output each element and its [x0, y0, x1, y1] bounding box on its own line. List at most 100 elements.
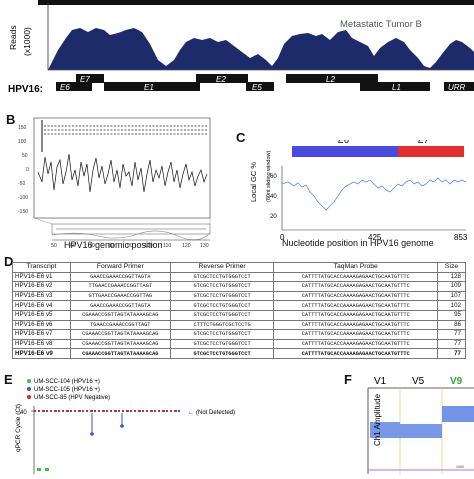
- c-xtick: 425: [368, 233, 382, 242]
- b-ytick: -150: [18, 209, 28, 215]
- gene-label-e5: E5: [252, 83, 262, 92]
- cell-transcript: HPV16-E6 v9: [12, 348, 71, 359]
- cell-reverse: GTCGCTCCTGTGGGTCCT: [169, 281, 275, 292]
- b-zoom-box: [51, 223, 211, 235]
- header-size: Size: [437, 262, 466, 273]
- e7-label: E7: [418, 140, 430, 145]
- panel-c-letter: C: [236, 130, 246, 145]
- top-border-bar: [38, 0, 474, 5]
- b-zoom-line: [33, 217, 53, 225]
- c-xtick: 0: [280, 233, 285, 242]
- f-corner-text: 1000: [456, 465, 464, 469]
- table-row: HPV16-E6 v6 TGAACCGAAACCGGTTAGT CTTTCTGGGT…: [12, 319, 466, 331]
- legend-dot-85: [27, 395, 31, 399]
- cell-transcript: HPV16-E6 v3: [12, 290, 71, 302]
- cell-forward: CGAAACCGGTTAGTATAAAAGCAG: [69, 348, 171, 359]
- cell-probe: CATTTTATGCACCAAAAGAGAACTGCAATGTTTC: [273, 319, 439, 331]
- b-xtick: 50: [51, 243, 57, 249]
- e-point: [90, 432, 94, 436]
- cell-forward: CGAAACCGGTTAGTATAAAAGCAG: [69, 329, 171, 340]
- cell-reverse: GTCGCTCCTGTGGGTCCT: [169, 271, 275, 283]
- cell-transcript: HPV16-E6 v6: [12, 319, 71, 331]
- e-green-point: [37, 468, 41, 471]
- table-row: HPV16-E6 v7 CGAAACCGGTTAGTATAAAAGCAG GTCGC…: [12, 329, 466, 340]
- header-reverse: Reverse Primer: [169, 262, 275, 273]
- coverage-area: [48, 28, 474, 70]
- panel-e: UM-SCC-104 (HPV16 +) UM-SCC-105 (HPV16 +…: [0, 372, 240, 474]
- cell-forward: GTTGAACCGAAACCGGTTAG: [69, 290, 171, 302]
- c-y-label: Local GC %: [249, 162, 258, 202]
- e-not-detected-label: (Not Detected): [196, 410, 235, 416]
- header-forward: Forward Primer: [69, 262, 171, 273]
- cell-forward: TTGAACCGAAACCGGTTAGT: [69, 281, 171, 292]
- b-x-label: HPV16 genomic position: [64, 240, 163, 250]
- cell-transcript: HPV16-E6 v1: [12, 271, 71, 283]
- cell-transcript: HPV16-E6 v8: [12, 338, 71, 350]
- b-ytick: -50: [18, 181, 25, 187]
- cell-probe: CATTTTATGCACCAAAAGAGAACTGCAATGTTTC: [273, 329, 439, 340]
- e-y-label: qPCR Cycle (Ct): [15, 404, 22, 452]
- cell-size: 102: [437, 300, 466, 311]
- table-row: HPV16-E6 v2 TTGAACCGAAACCGGTTAGT GTCGCTCCT…: [12, 281, 466, 292]
- e-green-point: [45, 468, 49, 471]
- gene-label-e6: E6: [60, 83, 70, 92]
- panel-d-letter: D: [4, 254, 14, 269]
- cell-reverse: GTCGCTCCTGTGGGTCCT: [169, 338, 275, 350]
- ddpcr-plot: V1 V5 V9 1000 Ch1 Amplitude: [367, 376, 474, 474]
- gc-plot: E6 E7 60 40 20 0 425 853 Local GC % (80n…: [249, 135, 468, 242]
- b-xtick: 80: [108, 243, 114, 249]
- cell-size: 109: [437, 281, 466, 292]
- c-ytick: 40: [270, 194, 277, 200]
- f-label-v5: V5: [412, 376, 425, 387]
- cell-forward: GAACCGAAACCGGTTAGTA: [69, 271, 171, 283]
- legend-label-85: UM-SCC-85 (HPV Negative): [34, 395, 110, 401]
- cell-size: 86: [437, 319, 466, 331]
- c-y-sublabel: (80nt sliding window): [266, 150, 272, 202]
- e6-label: E6: [338, 140, 349, 145]
- cell-size: 107: [437, 290, 466, 302]
- panel-b: 150 100 50 0 -50 -100 -150 50 60 70 80 9…: [18, 112, 218, 252]
- b-y-ticks: 150 100 50 0 -50 -100 -150: [18, 125, 29, 215]
- cell-size: 77: [437, 338, 466, 350]
- cell-transcript: HPV16-E6 v7: [12, 329, 71, 340]
- panel-c: E6 E7 60 40 20 0 425 853 Local GC % (80n…: [240, 135, 474, 252]
- gene-e1: [104, 82, 200, 91]
- cell-probe: CATTTTATGCACCAAAAGAGAACTGCAATGTTTC: [273, 309, 439, 321]
- table-row: HPV16-E6 v3 GTTGAACCGAAACCGGTTAG GTCGCTCCT…: [12, 290, 466, 302]
- cell-reverse: GTCGCTCCTGTGGGTCCT: [169, 300, 275, 311]
- cell-probe: CATTTTATGCACCAAAAGAGAACTGCAATGTTTC: [273, 338, 439, 350]
- header-probe: TaqMan Probe: [273, 262, 439, 273]
- gene-label-urr: URR: [448, 83, 466, 92]
- cell-transcript: HPV16-E6 v4: [12, 300, 71, 311]
- gene-label-l1: L1: [392, 83, 401, 92]
- b-ytick: 50: [22, 153, 28, 159]
- f-cluster-v1: [370, 422, 400, 438]
- legend-label-104: UM-SCC-104 (HPV16 +): [34, 379, 100, 385]
- b-xtick: 120: [182, 243, 191, 249]
- b-frame: [33, 117, 211, 219]
- cell-size: 128: [437, 271, 466, 283]
- cell-size: 77: [437, 329, 466, 340]
- f-label-v9: V9: [450, 376, 463, 387]
- b-xtick: 70: [89, 243, 95, 249]
- b-lower-trace: [51, 230, 211, 241]
- cell-forward: GAACCGAAACCGGTTAGTA: [69, 300, 171, 311]
- gc-line: [281, 177, 467, 211]
- c-ytick: 20: [270, 214, 277, 220]
- legend-dot-104: [27, 379, 31, 383]
- panel-b-letter: B: [6, 112, 16, 127]
- cell-forward: CGAAACCGGTTAGTATAAAAGCAG: [69, 309, 171, 321]
- b-ytick: 0: [26, 167, 29, 173]
- c-xtick: 853: [454, 233, 468, 242]
- legend-label-105: UM-SCC-105 (HPV16 +): [34, 387, 100, 393]
- panel-a: Metastatic Tumor B Reads (x1000) HPV16: …: [0, 0, 474, 105]
- primer-table: Transcript Forward Primer Reverse Primer…: [12, 262, 466, 359]
- cell-reverse: GTCGCTCCTGTGGGTCCT: [169, 309, 275, 321]
- panel-f-letter: F: [344, 372, 352, 387]
- structure-plot: 150 100 50 0 -50 -100 -150 50 60 70 80 9…: [18, 117, 211, 249]
- table-row: HPV16-E6 v8 CGAAACCGGTTAGTATAAAAGCAG GTCGC…: [12, 338, 466, 350]
- f-y-label: Ch1 Amplitude: [373, 393, 382, 446]
- b-ytick: -100: [18, 195, 28, 201]
- legend-dot-105: [27, 387, 31, 391]
- e-ytick-40: 40: [20, 410, 27, 416]
